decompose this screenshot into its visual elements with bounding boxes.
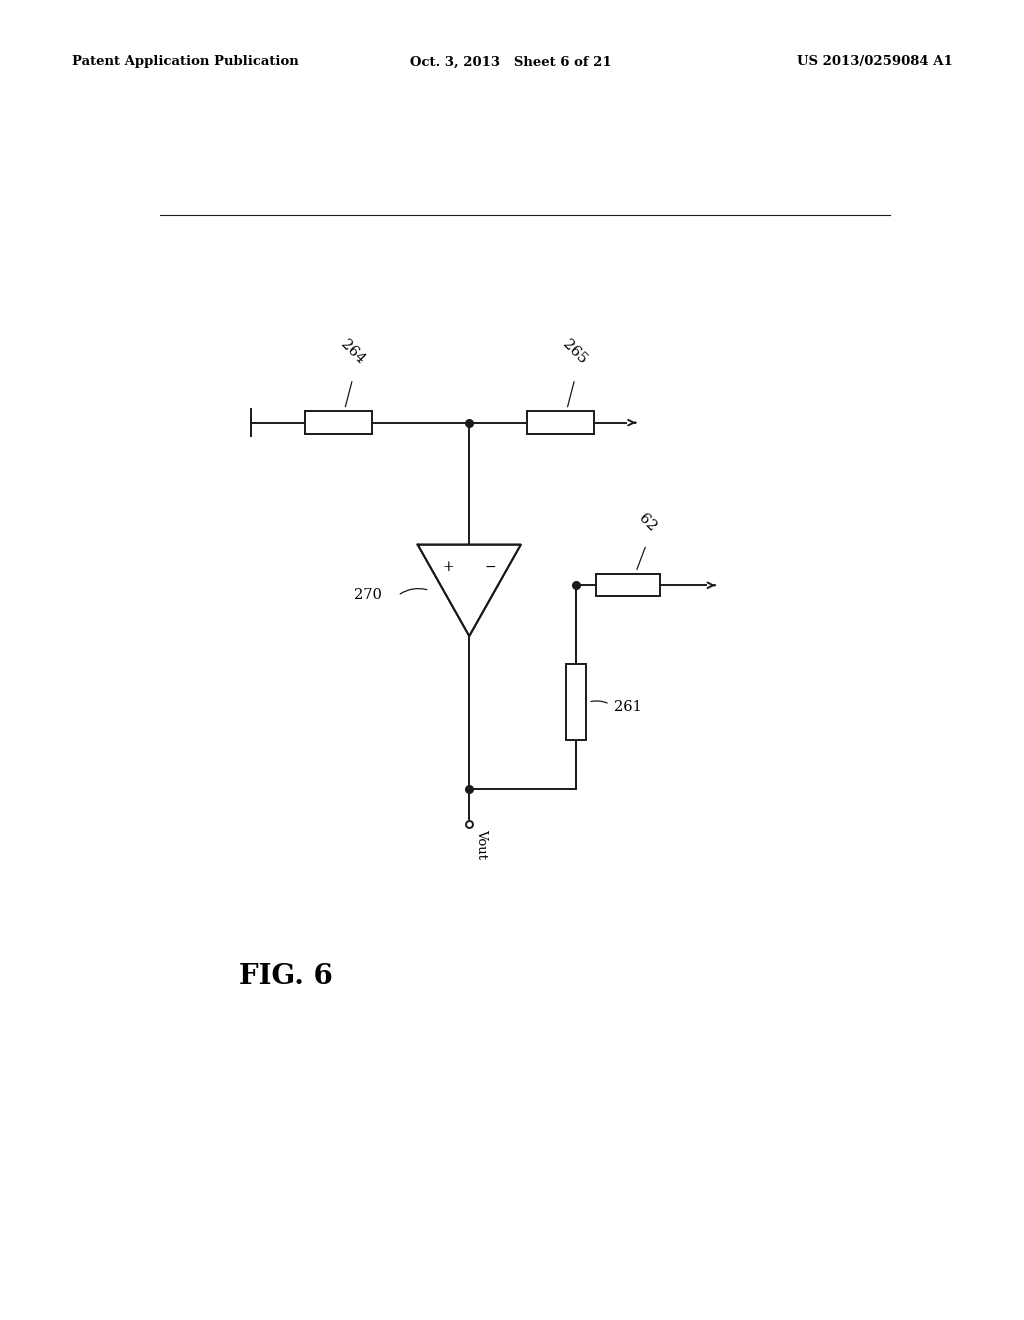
Text: Oct. 3, 2013   Sheet 6 of 21: Oct. 3, 2013 Sheet 6 of 21 [410, 55, 611, 69]
Text: 270: 270 [354, 589, 382, 602]
Text: US 2013/0259084 A1: US 2013/0259084 A1 [797, 55, 952, 69]
Text: 62: 62 [636, 511, 659, 535]
Text: +: + [442, 560, 454, 574]
Text: 265: 265 [560, 337, 590, 367]
Text: 264: 264 [338, 337, 368, 367]
Bar [526, 412, 594, 434]
Text: Patent Application Publication: Patent Application Publication [72, 55, 298, 69]
Bar [596, 574, 659, 597]
Bar [304, 412, 372, 434]
Text: FIG. 6: FIG. 6 [240, 964, 333, 990]
Polygon shape [418, 545, 521, 636]
Bar [566, 664, 587, 741]
Text: −: − [484, 560, 497, 574]
Text: Vout: Vout [475, 829, 488, 859]
Text: 261: 261 [614, 700, 642, 714]
